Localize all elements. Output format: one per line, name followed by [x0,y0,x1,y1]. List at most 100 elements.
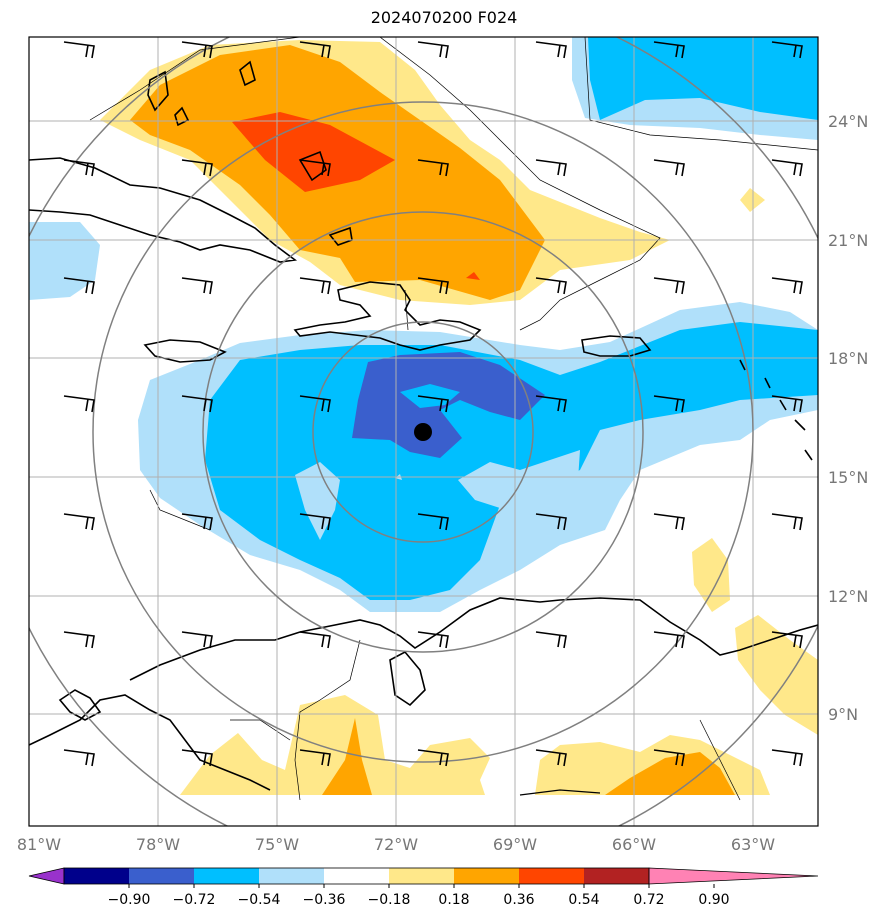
coast-bahamas [147,60,353,246]
border-south-outline [149,489,211,531]
colorbar-segment [454,868,519,884]
wind-barb [535,395,567,413]
colorbar-tick-label: 0.90 [698,892,729,908]
wind-barb [299,631,331,649]
border-colombia-venezuela [294,639,361,801]
lat-label: 18°N [828,349,868,368]
contour-orange-south [322,718,372,795]
lat-label: 15°N [828,468,868,487]
wind-barb [771,395,803,413]
wind-barb [653,41,685,59]
wind-barb [63,159,95,177]
colorbar-tick-label: −0.18 [368,892,411,908]
wind-barb [535,631,567,649]
wind-barb [181,277,213,295]
wind-barb [771,159,803,177]
coastlines [29,60,818,796]
wind-barb [417,159,449,177]
wind-barb [417,277,449,295]
wind-barb [653,749,685,767]
contour-royal-blue-core [352,352,545,458]
wind-barb [63,513,95,531]
colorbar-tick-label: 0.54 [568,892,599,908]
wind-barb [417,513,449,531]
wind-barb [299,277,331,295]
wind-barb [299,749,331,767]
wind-barb [299,41,331,59]
longitude-labels: 81°W 78°W 75°W 72°W 69°W 66°W 63°W [17,835,775,854]
contour-light-yellow-se-1 [692,538,730,612]
wind-barb [181,159,213,177]
wind-barb [181,513,213,531]
coast-puerto-rico [581,335,652,357]
colorbar-extend-low [28,867,65,885]
wind-barb [535,277,567,295]
lon-label: 78°W [136,835,180,854]
lon-label: 69°W [493,835,537,854]
coast-hispaniola [293,281,482,351]
wind-barb [299,513,331,531]
wind-barb [771,513,803,531]
range-ring-2 [202,211,644,653]
colorbar-segment [519,868,584,884]
wind-barb [653,395,685,413]
range-rings [29,37,818,826]
lat-label: 21°N [828,231,868,250]
lat-label: 24°N [828,112,868,131]
colorbar-tick-label: 0.36 [503,892,534,908]
contour-deep-blue-central [205,322,818,600]
wind-barb [771,277,803,295]
wind-barb [299,159,331,177]
wind-barbs [63,41,803,767]
colorbar-segment [129,868,194,884]
wind-barb [653,277,685,295]
lat-label: 12°N [828,587,868,606]
wind-barb [771,41,803,59]
lon-label: 81°W [17,835,61,854]
latitude-labels: 24°N 21°N 18°N 15°N 12°N 9°N [828,112,868,724]
contour-orange-south-east [605,752,735,795]
colorbar-tick-label: 0.18 [438,892,469,908]
wind-barb [63,749,95,767]
coast-south-inland [519,789,601,796]
contour-light-yellow-south [180,695,490,795]
contour-deep-blue-ne [588,37,818,120]
storm-center-dot [414,423,432,441]
wind-barb [299,395,331,413]
gridlines [29,37,818,826]
wind-barb [535,749,567,767]
wind-barb [653,159,685,177]
contour-orange-red-north [232,112,395,192]
map-title: 2024070200 F024 [370,8,518,27]
colorbar-tick-label: −0.72 [173,892,216,908]
lon-label: 72°W [374,835,418,854]
wind-barb [181,749,213,767]
wind-barb [417,749,449,767]
wind-barb [181,41,213,59]
map-frame [28,36,819,827]
lon-label: 75°W [255,835,299,854]
plot-area [29,37,818,826]
colorbar-segment [584,868,649,884]
contour-deep-blue-notch [400,384,460,408]
colorbar-extend-high [648,867,819,885]
colorbar-tick-label: 0.72 [633,892,664,908]
border-venezuela-guyana [699,719,741,801]
colorbar-tick-label: −0.36 [303,892,346,908]
wind-barb [535,513,567,531]
coast-cuba [29,157,298,263]
wind-barb [417,41,449,59]
wind-barb [771,631,803,649]
lat-label: 9°N [828,705,858,724]
colorbar-segment [389,868,454,884]
wind-barb [535,159,567,177]
coast-colombia [29,694,271,791]
wind-barb [181,395,213,413]
colorbar-segment [324,868,389,884]
range-ring-3 [92,101,754,763]
wind-barb [181,631,213,649]
wind-barb [653,513,685,531]
border-east-land [230,719,291,741]
colorbar-segment [194,868,259,884]
contour-orange-red-dot [466,272,480,280]
